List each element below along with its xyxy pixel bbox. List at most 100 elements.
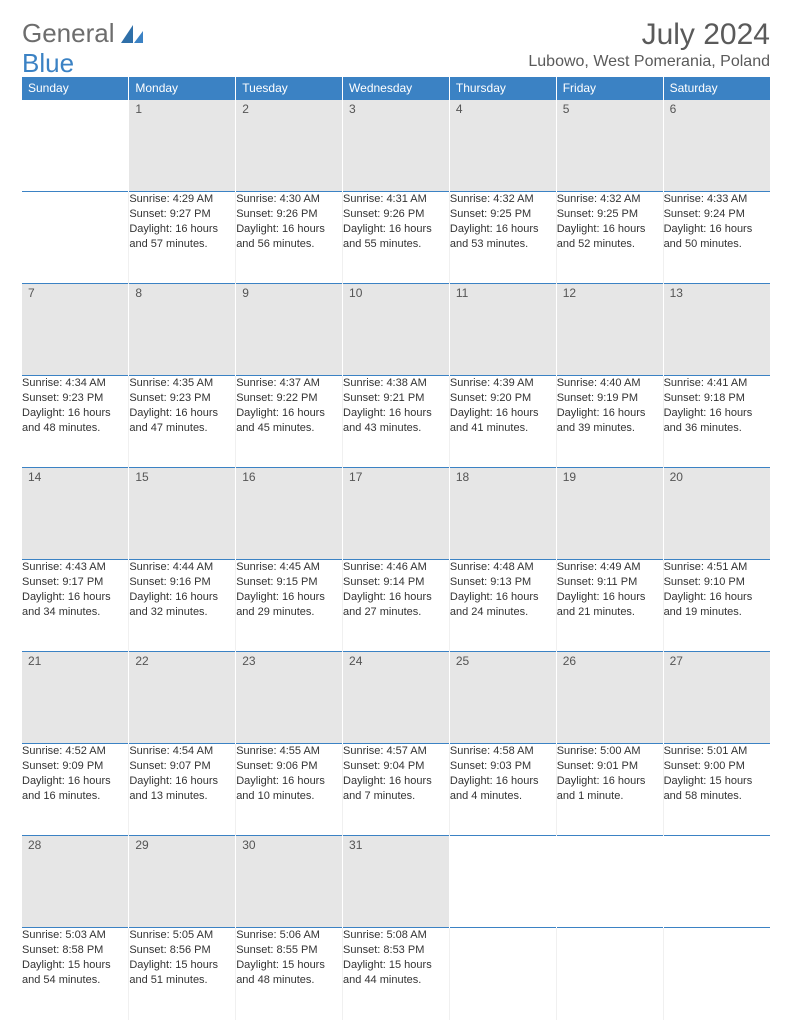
- sunrise-text: Sunrise: 4:54 AM: [129, 744, 235, 759]
- sunset-text: Sunset: 9:19 PM: [557, 391, 663, 406]
- day-number: 11: [450, 284, 556, 302]
- brand-logo: General: [22, 18, 145, 49]
- daylight-text: Daylight: 15 hours and 58 minutes.: [664, 774, 770, 804]
- day-content-cell: Sunrise: 4:33 AMSunset: 9:24 PMDaylight:…: [663, 192, 770, 284]
- day-number: 17: [343, 468, 449, 486]
- day-content-cell: Sunrise: 4:55 AMSunset: 9:06 PMDaylight:…: [236, 744, 343, 836]
- daylight-text: Daylight: 16 hours and 32 minutes.: [129, 590, 235, 620]
- daylight-text: Daylight: 16 hours and 48 minutes.: [22, 406, 128, 436]
- day-content-cell: Sunrise: 4:39 AMSunset: 9:20 PMDaylight:…: [449, 376, 556, 468]
- sunrise-text: Sunrise: 4:32 AM: [450, 192, 556, 207]
- day-number: 22: [129, 652, 235, 670]
- week-content-row: Sunrise: 4:52 AMSunset: 9:09 PMDaylight:…: [22, 744, 770, 836]
- day-number: 28: [22, 836, 128, 854]
- day-number: 31: [343, 836, 449, 854]
- sunrise-text: Sunrise: 4:37 AM: [236, 376, 342, 391]
- daylight-text: Daylight: 15 hours and 48 minutes.: [236, 958, 342, 988]
- sunrise-text: Sunrise: 5:03 AM: [22, 928, 128, 943]
- daylight-text: Daylight: 16 hours and 13 minutes.: [129, 774, 235, 804]
- sunrise-text: Sunrise: 4:41 AM: [664, 376, 770, 391]
- weekday-sat: Saturday: [663, 77, 770, 100]
- sunrise-text: Sunrise: 4:49 AM: [557, 560, 663, 575]
- weekday-wed: Wednesday: [343, 77, 450, 100]
- calendar-table: Sunday Monday Tuesday Wednesday Thursday…: [22, 77, 770, 1020]
- sail-icon: [119, 23, 145, 45]
- day-number: 25: [450, 652, 556, 670]
- day-content-cell: Sunrise: 4:32 AMSunset: 9:25 PMDaylight:…: [556, 192, 663, 284]
- day-number-cell: 20: [663, 468, 770, 560]
- day-number-cell: 22: [129, 652, 236, 744]
- day-number: 26: [557, 652, 663, 670]
- sunset-text: Sunset: 9:17 PM: [22, 575, 128, 590]
- sunrise-text: Sunrise: 4:58 AM: [450, 744, 556, 759]
- day-content-cell: [449, 928, 556, 1020]
- day-content-cell: [663, 928, 770, 1020]
- day-number-cell: 8: [129, 284, 236, 376]
- sunset-text: Sunset: 9:22 PM: [236, 391, 342, 406]
- sunset-text: Sunset: 9:24 PM: [664, 207, 770, 222]
- sunset-text: Sunset: 9:04 PM: [343, 759, 449, 774]
- sunset-text: Sunset: 9:13 PM: [450, 575, 556, 590]
- daylight-text: Daylight: 16 hours and 24 minutes.: [450, 590, 556, 620]
- day-content-cell: Sunrise: 4:51 AMSunset: 9:10 PMDaylight:…: [663, 560, 770, 652]
- day-content-cell: Sunrise: 4:41 AMSunset: 9:18 PMDaylight:…: [663, 376, 770, 468]
- daylight-text: Daylight: 16 hours and 45 minutes.: [236, 406, 342, 436]
- day-number: 13: [664, 284, 770, 302]
- day-number-cell: 29: [129, 836, 236, 928]
- day-content-cell: [556, 928, 663, 1020]
- sunrise-text: Sunrise: 4:40 AM: [557, 376, 663, 391]
- sunset-text: Sunset: 8:56 PM: [129, 943, 235, 958]
- sunset-text: Sunset: 9:00 PM: [664, 759, 770, 774]
- day-content-cell: Sunrise: 4:30 AMSunset: 9:26 PMDaylight:…: [236, 192, 343, 284]
- day-number-cell: 1: [129, 100, 236, 192]
- sunrise-text: Sunrise: 4:43 AM: [22, 560, 128, 575]
- day-number: 6: [664, 100, 770, 118]
- day-number: 21: [22, 652, 128, 670]
- day-number-cell: 26: [556, 652, 663, 744]
- day-content-cell: Sunrise: 4:37 AMSunset: 9:22 PMDaylight:…: [236, 376, 343, 468]
- sunrise-text: Sunrise: 4:57 AM: [343, 744, 449, 759]
- day-content-cell: Sunrise: 5:03 AMSunset: 8:58 PMDaylight:…: [22, 928, 129, 1020]
- day-number: 19: [557, 468, 663, 486]
- sunset-text: Sunset: 9:20 PM: [450, 391, 556, 406]
- sunrise-text: Sunrise: 4:35 AM: [129, 376, 235, 391]
- sunset-text: Sunset: 9:26 PM: [343, 207, 449, 222]
- day-content-cell: Sunrise: 4:46 AMSunset: 9:14 PMDaylight:…: [343, 560, 450, 652]
- daylight-text: Daylight: 16 hours and 41 minutes.: [450, 406, 556, 436]
- day-content-cell: Sunrise: 5:05 AMSunset: 8:56 PMDaylight:…: [129, 928, 236, 1020]
- sunrise-text: Sunrise: 4:46 AM: [343, 560, 449, 575]
- day-number: 3: [343, 100, 449, 118]
- sunset-text: Sunset: 9:16 PM: [129, 575, 235, 590]
- sunset-text: Sunset: 9:09 PM: [22, 759, 128, 774]
- sunrise-text: Sunrise: 4:33 AM: [664, 192, 770, 207]
- day-content-cell: Sunrise: 5:06 AMSunset: 8:55 PMDaylight:…: [236, 928, 343, 1020]
- sunset-text: Sunset: 9:18 PM: [664, 391, 770, 406]
- day-content-cell: Sunrise: 4:31 AMSunset: 9:26 PMDaylight:…: [343, 192, 450, 284]
- day-number-cell: 6: [663, 100, 770, 192]
- day-number-cell: 12: [556, 284, 663, 376]
- month-title: July 2024: [528, 18, 770, 51]
- daylight-text: Daylight: 16 hours and 56 minutes.: [236, 222, 342, 252]
- sunset-text: Sunset: 9:25 PM: [557, 207, 663, 222]
- week-daynum-row: 78910111213: [22, 284, 770, 376]
- day-content-cell: Sunrise: 4:38 AMSunset: 9:21 PMDaylight:…: [343, 376, 450, 468]
- sunrise-text: Sunrise: 4:30 AM: [236, 192, 342, 207]
- week-content-row: Sunrise: 4:34 AMSunset: 9:23 PMDaylight:…: [22, 376, 770, 468]
- day-content-cell: Sunrise: 4:40 AMSunset: 9:19 PMDaylight:…: [556, 376, 663, 468]
- day-number: 20: [664, 468, 770, 486]
- sunset-text: Sunset: 9:23 PM: [22, 391, 128, 406]
- week-daynum-row: 123456: [22, 100, 770, 192]
- day-number-cell: 17: [343, 468, 450, 560]
- day-content-cell: Sunrise: 4:29 AMSunset: 9:27 PMDaylight:…: [129, 192, 236, 284]
- day-number-cell: [663, 836, 770, 928]
- location-label: Lubowo, West Pomerania, Poland: [528, 53, 770, 71]
- sunset-text: Sunset: 9:10 PM: [664, 575, 770, 590]
- day-number: 23: [236, 652, 342, 670]
- day-number-cell: 13: [663, 284, 770, 376]
- week-daynum-row: 21222324252627: [22, 652, 770, 744]
- day-content-cell: Sunrise: 5:00 AMSunset: 9:01 PMDaylight:…: [556, 744, 663, 836]
- daylight-text: Daylight: 16 hours and 27 minutes.: [343, 590, 449, 620]
- day-content-cell: [22, 192, 129, 284]
- day-content-cell: Sunrise: 4:49 AMSunset: 9:11 PMDaylight:…: [556, 560, 663, 652]
- weekday-mon: Monday: [129, 77, 236, 100]
